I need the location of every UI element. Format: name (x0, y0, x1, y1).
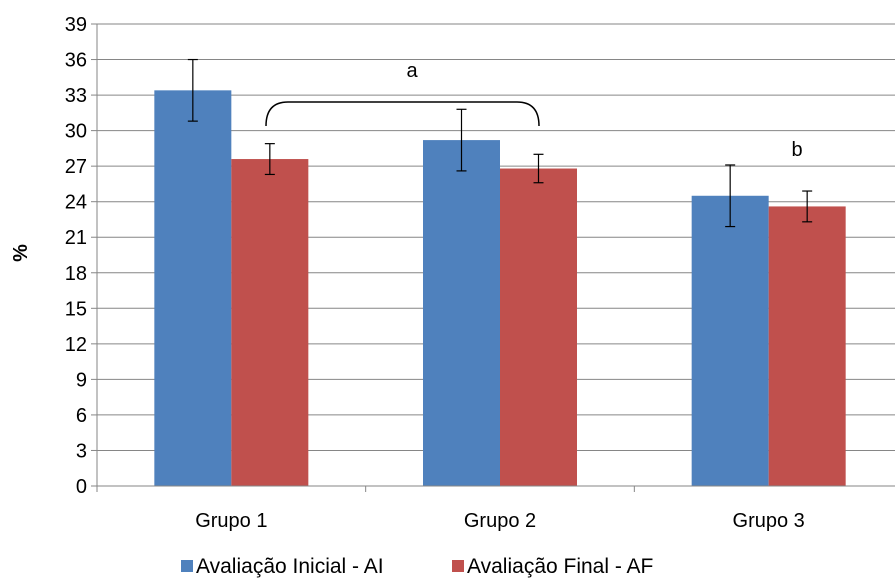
y-tick-label-24: 24 (65, 192, 87, 214)
y-tick-label-9: 9 (76, 369, 87, 391)
y-tick-label-33: 33 (65, 85, 87, 107)
x-tick-label-1: Grupo 1 (195, 510, 267, 532)
annotation-bracket (265, 101, 540, 127)
bar-ai-1 (154, 90, 232, 486)
y-tick-label-18: 18 (65, 263, 87, 285)
y-tick-label-39: 39 (65, 14, 87, 36)
y-axis-title: % (10, 244, 32, 262)
y-tick-label-21: 21 (65, 227, 87, 249)
annotation-b: b (791, 139, 802, 161)
y-tick-label-12: 12 (65, 334, 87, 356)
y-tick-label-0: 0 (76, 476, 87, 498)
x-tick-label-3: Grupo 3 (733, 510, 805, 532)
bar-af-2 (500, 168, 577, 486)
legend-label-af: Avaliação Final - AF (467, 555, 653, 578)
y-tick-label-6: 6 (76, 405, 87, 427)
bar-ai-3 (691, 195, 769, 486)
annotation-a: a (406, 60, 418, 82)
legend-label-ai: Avaliação Inicial - AI (196, 555, 384, 578)
bar-ai-2 (423, 140, 500, 487)
legend-swatch-ai (181, 560, 193, 572)
y-tick-label-30: 30 (65, 121, 87, 143)
y-tick-label-3: 3 (76, 440, 87, 462)
error-bars (187, 58, 813, 228)
bar-af-3 (768, 206, 846, 486)
x-tick-label-2: Grupo 2 (464, 510, 536, 532)
x-axis: Grupo 1 Grupo 2 Grupo 3 (96, 485, 895, 532)
y-tick-label-36: 36 (65, 50, 87, 72)
legend: Avaliação Inicial - AI Avaliação Final -… (181, 555, 653, 578)
bar-af-1 (231, 159, 309, 487)
annotations: a b (265, 60, 803, 161)
y-tick-label-27: 27 (65, 156, 87, 178)
y-tick-label-15: 15 (65, 298, 87, 320)
bars (154, 90, 846, 487)
legend-swatch-af (452, 560, 464, 572)
